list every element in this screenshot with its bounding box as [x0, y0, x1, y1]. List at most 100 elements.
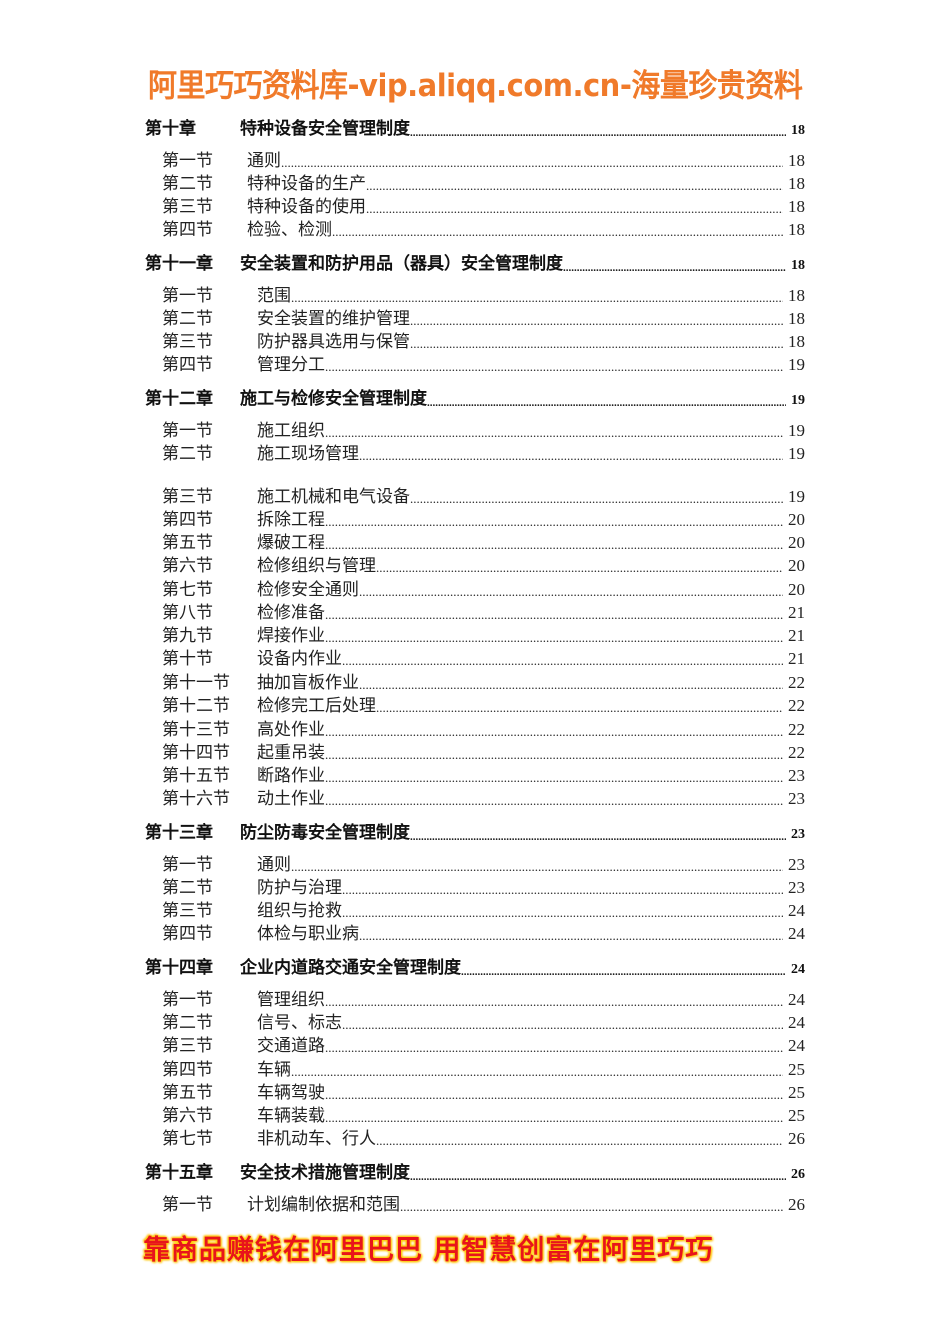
toc-chapter-entry[interactable]: 第十五章 安全技术措施管理制度..........................… — [0, 1161, 950, 1183]
entry-number: 第四节 — [162, 220, 213, 239]
toc-section-entry[interactable]: 第三节 特种设备的使用..............................… — [0, 195, 950, 217]
entry-number: 第十一章 — [145, 254, 213, 273]
dot-leader: ........................................… — [366, 201, 783, 216]
entry-number: 第十章 — [145, 119, 196, 138]
entry-number: 第十三章 — [145, 823, 213, 842]
entry-title: 高处作业 — [257, 720, 325, 739]
dot-leader: ........................................… — [376, 1133, 783, 1148]
toc-section-entry[interactable]: 第一节 通则...................................… — [0, 853, 950, 875]
toc-section-entry[interactable]: 第八节 检修准备.................................… — [0, 601, 950, 623]
toc-section-entry[interactable]: 第十五节 断路作业................................… — [0, 764, 950, 786]
entry-title: 计划编制依据和范围 — [247, 1195, 400, 1214]
entry-title: 非机动车、行人 — [257, 1129, 376, 1148]
toc-chapter-entry[interactable]: 第十二章 施工与检修安全管理制度.........................… — [0, 387, 950, 409]
toc-section-entry[interactable]: 第二节 信号、标志................................… — [0, 1011, 950, 1033]
entry-number: 第一节 — [162, 421, 213, 440]
toc-section-entry[interactable]: 第十六节 动土作业................................… — [0, 787, 950, 809]
toc-section-entry[interactable]: 第三节 组织与抢救................................… — [0, 899, 950, 921]
dot-leader: ........................................… — [342, 1017, 783, 1032]
entry-page-number: 24 — [788, 990, 805, 1009]
dot-leader: ........................................… — [400, 1199, 783, 1214]
dot-leader: ........................................… — [325, 747, 783, 762]
footer-slogan: 靠商品赚钱在阿里巴巴 用智慧创富在阿里巧巧 — [143, 1235, 714, 1266]
toc-section-entry[interactable]: 第二节 施工现场管理...............................… — [0, 442, 950, 464]
dot-leader: ........................................… — [325, 994, 783, 1009]
entry-page-number: 18 — [788, 332, 805, 351]
toc-section-entry[interactable]: 第一节 通则...................................… — [0, 149, 950, 171]
toc-section-entry[interactable]: 第七节 非机动车、行人..............................… — [0, 1127, 950, 1149]
toc-section-entry[interactable]: 第九节 焊接作业.................................… — [0, 624, 950, 646]
entry-number: 第四节 — [162, 1060, 213, 1079]
toc-section-entry[interactable]: 第四节 检验、检测................................… — [0, 218, 950, 240]
entry-page-number: 19 — [791, 393, 805, 408]
toc-section-entry[interactable]: 第四节 体检与职业病...............................… — [0, 922, 950, 944]
entry-number: 第十四节 — [162, 743, 230, 762]
entry-title: 检验、检测 — [247, 220, 332, 239]
entry-number: 第三节 — [162, 197, 213, 216]
toc-chapter-entry[interactable]: 第十章 特种设备安全管理制度...........................… — [0, 117, 950, 139]
entry-number: 第三节 — [162, 901, 213, 920]
entry-title: 管理分工 — [257, 355, 325, 374]
toc-section-entry[interactable]: 第十三节 高处作业................................… — [0, 718, 950, 740]
toc-chapter-entry[interactable]: 第十三章 防尘防毒安全管理制度..........................… — [0, 821, 950, 843]
entry-title: 施工组织 — [257, 421, 325, 440]
entry-page-number: 18 — [788, 286, 805, 305]
dot-leader: ........................................… — [342, 882, 783, 897]
toc-section-entry[interactable]: 第三节 防护器具选用与保管............................… — [0, 330, 950, 352]
entry-title: 检修组织与管理 — [257, 556, 376, 575]
entry-number: 第九节 — [162, 626, 213, 645]
entry-page-number: 19 — [788, 421, 805, 440]
entry-title: 抽加盲板作业 — [257, 673, 359, 692]
toc-section-entry[interactable]: 第五节 爆破工程.................................… — [0, 531, 950, 553]
toc-section-entry[interactable]: 第三节 施工机械和电气设备............................… — [0, 485, 950, 507]
entry-title: 信号、标志 — [257, 1013, 342, 1032]
toc-section-entry[interactable]: 第一节 范围...................................… — [0, 284, 950, 306]
dot-leader: ........................................… — [325, 630, 783, 645]
toc-chapter-entry[interactable]: 第十四章 企业内道路交通安全管理制度.......................… — [0, 956, 950, 978]
entry-number: 第十一节 — [162, 673, 230, 692]
dot-leader: ........................................… — [325, 793, 783, 808]
entry-page-number: 21 — [788, 649, 805, 668]
entry-title: 通则 — [247, 151, 281, 170]
entry-page-number: 20 — [788, 533, 805, 552]
toc-section-entry[interactable]: 第二节 特种设备的生产..............................… — [0, 172, 950, 194]
entry-number: 第二节 — [162, 444, 213, 463]
dot-leader: ........................................… — [461, 966, 786, 978]
dot-leader: ........................................… — [342, 653, 783, 668]
entry-page-number: 18 — [788, 197, 805, 216]
toc-section-entry[interactable]: 第二节 安全装置的维护管理............................… — [0, 307, 950, 329]
entry-page-number: 23 — [788, 766, 805, 785]
toc-section-entry[interactable]: 第一节 管理组织.................................… — [0, 988, 950, 1010]
dot-leader: ........................................… — [281, 155, 783, 170]
entry-title: 管理组织 — [257, 990, 325, 1009]
toc-section-entry[interactable]: 第十一节 抽加盲板作业..............................… — [0, 671, 950, 693]
toc-section-entry[interactable]: 第四节 车辆...................................… — [0, 1058, 950, 1080]
toc-section-entry[interactable]: 第四节 拆除工程.................................… — [0, 508, 950, 530]
entry-page-number: 22 — [788, 743, 805, 762]
toc-section-entry[interactable]: 第四节 管理分工.................................… — [0, 353, 950, 375]
toc-section-entry[interactable]: 第七节 检修安全通则...............................… — [0, 578, 950, 600]
entry-page-number: 18 — [791, 258, 805, 273]
toc-chapter-entry[interactable]: 第十一章 安全装置和防护用品（器具）安全管理制度.................… — [0, 252, 950, 274]
dot-leader: ........................................… — [410, 127, 786, 139]
entry-title: 特种设备安全管理制度 — [240, 119, 410, 138]
entry-page-number: 22 — [788, 673, 805, 692]
toc-section-entry[interactable]: 第一节 施工组织.................................… — [0, 419, 950, 441]
entry-title: 安全装置和防护用品（器具）安全管理制度 — [240, 254, 563, 273]
toc-section-entry[interactable]: 第十节 设备内作业................................… — [0, 647, 950, 669]
entry-title: 交通道路 — [257, 1036, 325, 1055]
entry-number: 第七节 — [162, 580, 213, 599]
toc-section-entry[interactable]: 第一节 计划编制依据和范围............................… — [0, 1193, 950, 1215]
entry-number: 第四节 — [162, 355, 213, 374]
toc-section-entry[interactable]: 第十四节 起重吊装................................… — [0, 741, 950, 763]
toc-section-entry[interactable]: 第六节 车辆装载.................................… — [0, 1104, 950, 1126]
dot-leader: ........................................… — [359, 448, 783, 463]
dot-leader: ........................................… — [325, 770, 783, 785]
entry-title: 车辆 — [257, 1060, 291, 1079]
entry-title: 断路作业 — [257, 766, 325, 785]
toc-section-entry[interactable]: 第五节 车辆驾驶.................................… — [0, 1081, 950, 1103]
toc-section-entry[interactable]: 第十二节 检修完工后处理.............................… — [0, 694, 950, 716]
toc-section-entry[interactable]: 第六节 检修组织与管理..............................… — [0, 554, 950, 576]
toc-section-entry[interactable]: 第三节 交通道路.................................… — [0, 1034, 950, 1056]
toc-section-entry[interactable]: 第二节 防护与治理................................… — [0, 876, 950, 898]
